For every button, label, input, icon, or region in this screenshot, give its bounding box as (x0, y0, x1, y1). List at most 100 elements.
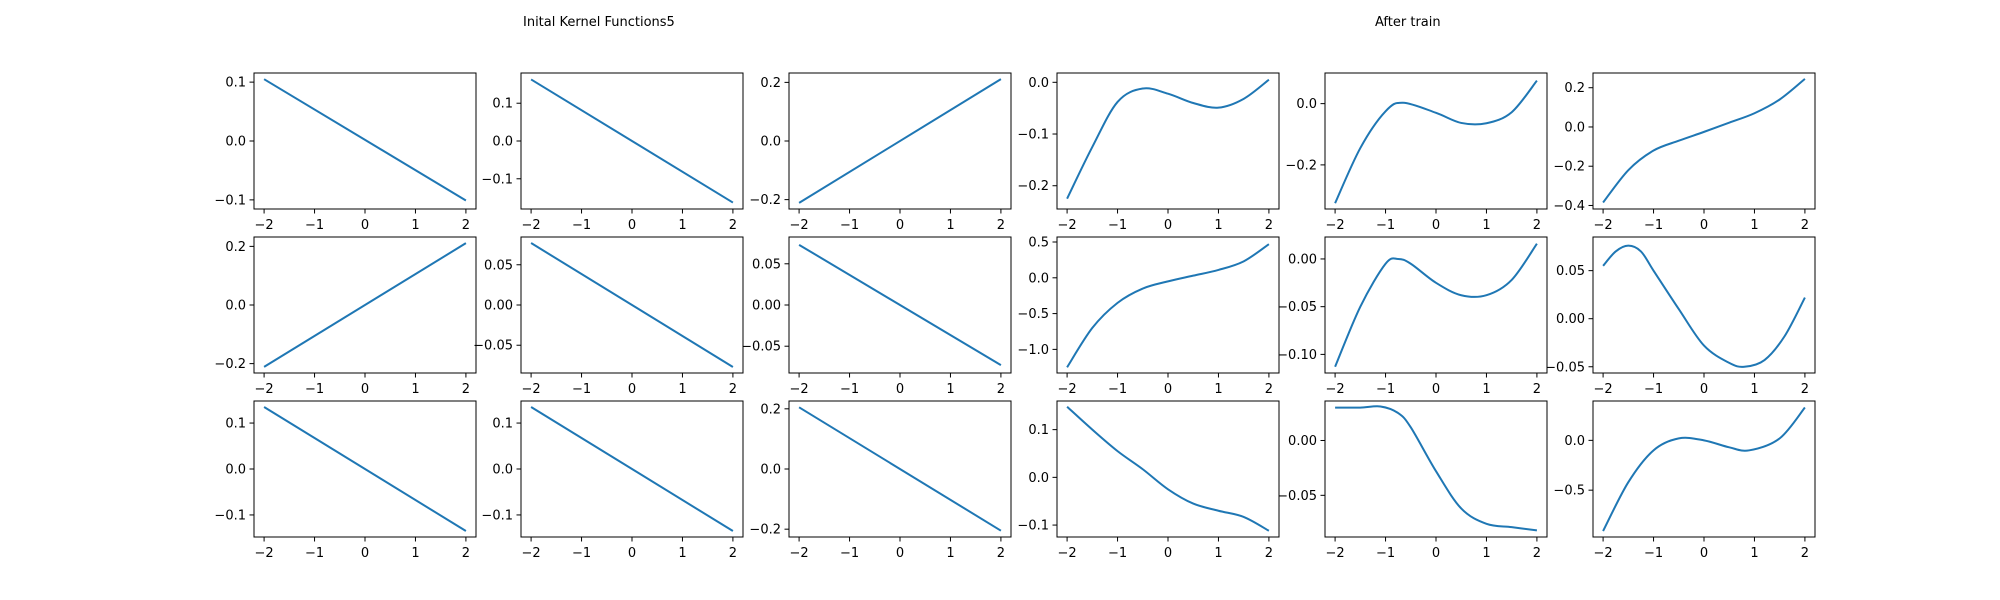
x-tick-label: 1 (1482, 218, 1490, 233)
subplot-r1-c0: −2 −1 0 1 2 0.2 0.0 −0.2 (214, 236, 477, 397)
x-tick-label: −2 (522, 382, 541, 397)
y-tick-label: 0.0 (1296, 97, 1317, 112)
x-tick-label: 2 (1801, 382, 1809, 397)
subplot-r2-c4: −2 −1 0 1 2 0.00 −0.05 (1277, 400, 1548, 561)
y-tick-label: −0.05 (1277, 489, 1317, 504)
x-tick-label: −2 (255, 218, 274, 233)
y-tick-label: 0.00 (484, 299, 513, 314)
x-tick-label: 2 (1533, 382, 1541, 397)
subplot-r0-c3: −2 −1 0 1 2 0.0 −0.1 −0.2 (1017, 72, 1280, 233)
x-tick-label: 0 (1164, 218, 1172, 233)
y-tick-label: 0.0 (1028, 471, 1049, 486)
y-tick-label: 0.00 (1556, 312, 1585, 327)
subplot-r1-c4: −2 −1 0 1 2 0.00 −0.05 −0.10 (1277, 236, 1548, 397)
y-tick-label: 0.0 (492, 463, 513, 478)
axes-frame (1592, 72, 1816, 210)
subplot-r2-c5: −2 −1 0 1 2 0.0 −0.5 (1553, 400, 1816, 561)
x-tick-label: 2 (997, 382, 1005, 397)
x-tick-label: 0 (1164, 382, 1172, 397)
y-tick-label: −0.1 (481, 172, 513, 187)
x-tick-label: −2 (790, 382, 809, 397)
x-tick-label: 0 (896, 546, 904, 561)
x-tick-label: 0 (896, 382, 904, 397)
y-tick-label: −0.2 (749, 193, 781, 208)
y-tick-label: 0.0 (1564, 120, 1585, 135)
y-tick-label: 0.1 (1028, 423, 1049, 438)
subplot-r1-c2: −2 −1 0 1 2 0.05 0.00 −0.05 (741, 236, 1012, 397)
series-line (530, 242, 734, 368)
subplot-r1-c1: −2 −1 0 1 2 0.05 0.00 −0.05 (473, 236, 744, 397)
x-tick-label: −2 (1058, 546, 1077, 561)
x-tick-label: −1 (1644, 546, 1663, 561)
x-tick-label: 2 (1265, 382, 1273, 397)
series-line (263, 242, 467, 368)
y-tick-label: −1.0 (1017, 343, 1049, 358)
subplot-r2-c2: −2 −1 0 1 2 0.2 0.0 −0.2 (749, 400, 1012, 561)
y-tick-label: −0.05 (1545, 360, 1585, 375)
x-tick-label: −1 (305, 382, 324, 397)
x-tick-label: 0 (1700, 218, 1708, 233)
y-tick-label: 0.0 (225, 299, 246, 314)
x-tick-label: 1 (946, 218, 954, 233)
y-tick-label: −0.5 (1017, 307, 1049, 322)
x-tick-label: 2 (462, 382, 470, 397)
x-tick-label: −2 (255, 546, 274, 561)
y-tick-label: 0.5 (1028, 236, 1049, 251)
x-tick-label: −1 (1644, 382, 1663, 397)
x-tick-label: −1 (1108, 546, 1127, 561)
x-tick-label: −1 (1376, 546, 1395, 561)
y-tick-label: 0.0 (1028, 271, 1049, 286)
y-tick-label: −0.1 (214, 193, 246, 208)
x-tick-label: 2 (1801, 218, 1809, 233)
x-tick-label: 1 (1750, 382, 1758, 397)
series-line (1335, 405, 1538, 532)
x-tick-label: −2 (790, 218, 809, 233)
x-tick-label: −1 (1644, 218, 1663, 233)
subplot-r0-c1: −2 −1 0 1 2 0.1 0.0 −0.1 (481, 72, 744, 233)
y-tick-label: 0.0 (1028, 76, 1049, 91)
series-line (530, 78, 734, 204)
series-line (1602, 406, 1806, 532)
y-tick-label: 0.2 (1564, 81, 1585, 96)
x-tick-label: −2 (522, 546, 541, 561)
x-tick-label: 0 (1432, 382, 1440, 397)
x-tick-label: 1 (411, 546, 419, 561)
x-tick-label: 0 (1432, 218, 1440, 233)
y-tick-label: −0.1 (1017, 128, 1049, 143)
y-tick-label: 0.0 (225, 135, 246, 150)
y-tick-label: −0.2 (214, 357, 246, 372)
subplot-r0-c5: −2 −1 0 1 2 0.2 0.0 −0.2 −0.4 (1553, 72, 1816, 233)
axes-frame (1324, 72, 1548, 210)
y-tick-label: −0.05 (1277, 300, 1317, 315)
x-tick-label: 0 (361, 218, 369, 233)
x-tick-label: 0 (1700, 382, 1708, 397)
x-tick-label: 0 (1432, 546, 1440, 561)
left-figure-title: Inital Kernel Functions5 (523, 15, 675, 30)
right-figure-title: After train (1375, 15, 1441, 30)
y-tick-label: −0.1 (1017, 519, 1049, 534)
x-tick-label: 2 (1533, 546, 1541, 561)
x-tick-label: 2 (1801, 546, 1809, 561)
x-tick-label: −1 (1376, 218, 1395, 233)
x-tick-label: −1 (840, 382, 859, 397)
y-tick-label: −0.2 (749, 523, 781, 538)
y-tick-label: 0.05 (484, 258, 513, 273)
series-line (263, 78, 467, 202)
y-tick-label: −0.1 (214, 508, 246, 523)
x-tick-label: 2 (462, 546, 470, 561)
y-tick-label: 0.0 (492, 135, 513, 150)
y-tick-label: 0.2 (760, 76, 781, 91)
x-tick-label: 2 (997, 218, 1005, 233)
y-tick-label: 0.1 (225, 76, 246, 91)
x-tick-label: 2 (462, 218, 470, 233)
x-tick-label: −2 (1326, 546, 1345, 561)
x-tick-label: −2 (1058, 382, 1077, 397)
axes-frame (1056, 400, 1280, 538)
x-tick-label: 1 (1214, 218, 1222, 233)
x-tick-label: −1 (572, 546, 591, 561)
x-tick-label: 2 (1533, 218, 1541, 233)
series-line (798, 78, 1002, 204)
y-tick-label: 0.0 (760, 135, 781, 150)
axes-frame (1592, 236, 1816, 374)
y-tick-label: −0.1 (481, 508, 513, 523)
